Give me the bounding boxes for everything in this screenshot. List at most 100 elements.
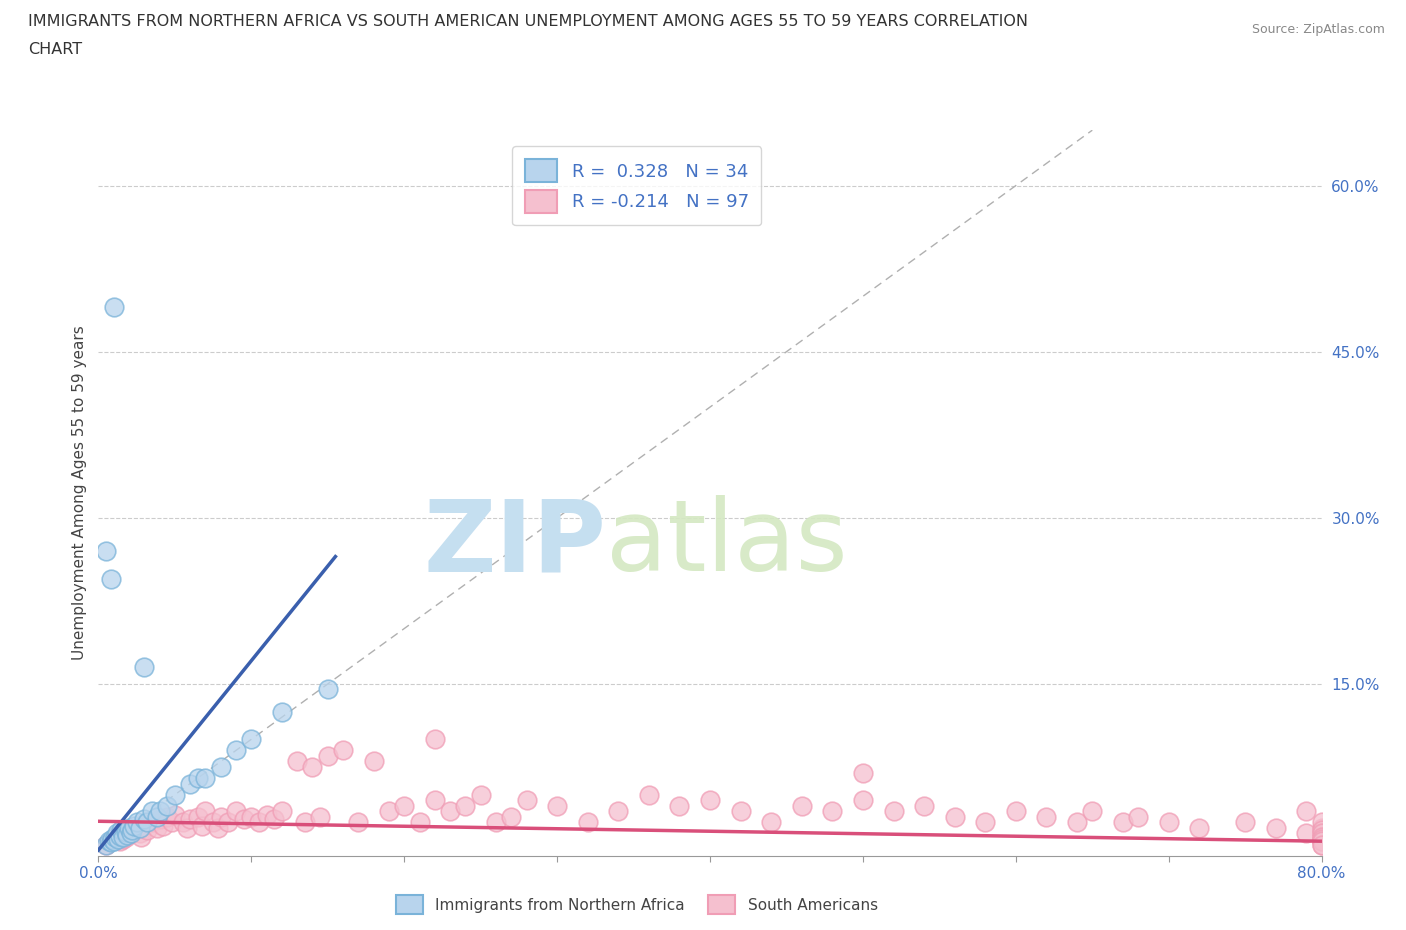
- Point: [103, 300, 125, 315]
- Point: [974, 815, 997, 830]
- Point: [821, 804, 844, 818]
- Point: [501, 809, 523, 824]
- Point: [160, 815, 183, 830]
- Point: [1310, 834, 1333, 849]
- Point: [111, 831, 134, 846]
- Point: [378, 804, 401, 818]
- Point: [1234, 815, 1257, 830]
- Text: ZIP: ZIP: [423, 495, 606, 592]
- Point: [110, 826, 132, 841]
- Point: [105, 826, 128, 841]
- Point: [136, 823, 159, 838]
- Point: [94, 837, 117, 852]
- Point: [104, 830, 127, 844]
- Text: Source: ZipAtlas.com: Source: ZipAtlas.com: [1251, 23, 1385, 36]
- Point: [156, 798, 179, 813]
- Point: [1112, 815, 1135, 830]
- Text: CHART: CHART: [28, 42, 82, 57]
- Point: [256, 807, 278, 822]
- Point: [110, 823, 132, 838]
- Point: [240, 809, 263, 824]
- Point: [1310, 831, 1333, 846]
- Point: [156, 809, 179, 824]
- Point: [1310, 820, 1333, 835]
- Point: [141, 804, 163, 818]
- Point: [209, 760, 232, 775]
- Point: [194, 771, 217, 786]
- Point: [730, 804, 752, 818]
- Point: [152, 818, 174, 833]
- Point: [883, 804, 905, 818]
- Y-axis label: Unemployment Among Ages 55 to 59 years: Unemployment Among Ages 55 to 59 years: [72, 326, 87, 660]
- Point: [790, 798, 813, 813]
- Point: [149, 804, 172, 818]
- Point: [516, 792, 538, 807]
- Point: [668, 798, 690, 813]
- Point: [108, 829, 131, 844]
- Point: [145, 809, 167, 824]
- Point: [316, 749, 339, 764]
- Point: [191, 818, 214, 833]
- Point: [1310, 830, 1333, 844]
- Point: [759, 815, 782, 830]
- Point: [163, 807, 186, 822]
- Point: [470, 788, 492, 803]
- Point: [270, 804, 292, 818]
- Point: [912, 798, 935, 813]
- Point: [134, 818, 156, 833]
- Point: [98, 834, 121, 849]
- Point: [217, 815, 239, 830]
- Point: [1035, 809, 1057, 824]
- Legend: Immigrants from Northern Africa, South Americans: Immigrants from Northern Africa, South A…: [389, 889, 884, 921]
- Point: [1128, 809, 1150, 824]
- Point: [207, 820, 229, 835]
- Point: [316, 682, 339, 697]
- Point: [94, 837, 117, 852]
- Point: [187, 809, 209, 824]
- Point: [115, 830, 138, 844]
- Point: [392, 798, 416, 813]
- Point: [100, 835, 122, 850]
- Point: [145, 820, 167, 835]
- Point: [187, 771, 209, 786]
- Point: [129, 830, 152, 844]
- Point: [194, 804, 217, 818]
- Point: [546, 798, 568, 813]
- Point: [485, 815, 508, 830]
- Point: [247, 815, 270, 830]
- Point: [101, 831, 124, 846]
- Point: [107, 831, 129, 846]
- Point: [270, 704, 292, 719]
- Point: [111, 830, 134, 844]
- Point: [1004, 804, 1026, 818]
- Point: [108, 834, 131, 849]
- Point: [637, 788, 661, 803]
- Point: [120, 826, 142, 841]
- Point: [1310, 837, 1333, 852]
- Point: [136, 815, 159, 830]
- Point: [94, 544, 117, 559]
- Point: [423, 732, 446, 747]
- Point: [1310, 831, 1333, 846]
- Point: [1310, 826, 1333, 841]
- Point: [149, 812, 172, 827]
- Point: [1310, 823, 1333, 838]
- Point: [347, 815, 370, 830]
- Point: [285, 754, 308, 769]
- Point: [423, 792, 446, 807]
- Point: [1295, 804, 1317, 818]
- Point: [118, 823, 141, 838]
- Point: [122, 818, 145, 833]
- Point: [1310, 837, 1333, 852]
- Point: [576, 815, 599, 830]
- Text: IMMIGRANTS FROM NORTHERN AFRICA VS SOUTH AMERICAN UNEMPLOYMENT AMONG AGES 55 TO : IMMIGRANTS FROM NORTHERN AFRICA VS SOUTH…: [28, 14, 1028, 29]
- Point: [1066, 815, 1088, 830]
- Point: [179, 777, 201, 791]
- Point: [607, 804, 630, 818]
- Point: [176, 820, 198, 835]
- Point: [699, 792, 721, 807]
- Point: [1310, 830, 1333, 844]
- Point: [115, 825, 138, 840]
- Point: [100, 834, 122, 849]
- Point: [232, 812, 254, 827]
